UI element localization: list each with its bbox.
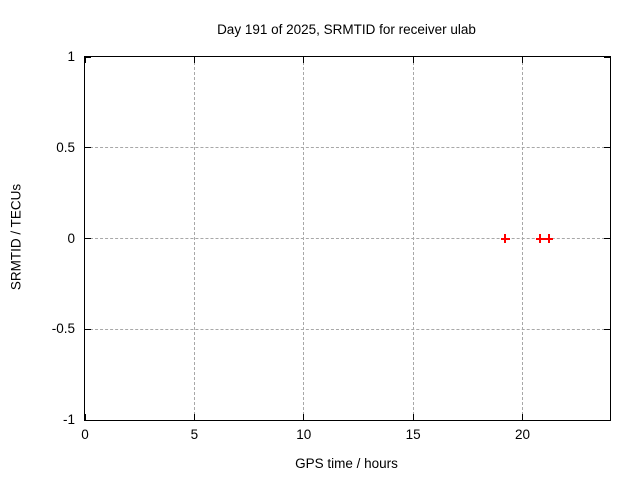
y-tick-label: 0 [67, 230, 75, 246]
y-tick-mark-left [85, 238, 91, 239]
y-tick-mark-right [604, 56, 610, 58]
x-tick-label: 20 [514, 427, 531, 442]
y-gridline [85, 328, 610, 330]
y-tick-mark-right [604, 328, 610, 330]
chart-title: Day 191 of 2025, SRMTID for receiver ula… [217, 22, 476, 37]
y-gridline [85, 147, 610, 149]
x-tick-mark-top [84, 57, 86, 63]
x-tick-mark-bottom [522, 414, 523, 420]
x-tick-mark-bottom [303, 414, 305, 420]
x-tick-mark-top [303, 57, 305, 63]
x-tick-label: 15 [405, 427, 421, 442]
y-tick-label: 0.5 [56, 139, 75, 155]
x-tick-mark-top [522, 57, 523, 63]
x-tick-label: 5 [190, 427, 199, 442]
y-tick-mark-left [85, 419, 91, 421]
y-tick-mark-right [604, 147, 610, 149]
plot-area: 0 5 10 15 20 -1 -0.5 0 0.5 1 [52, 49, 611, 442]
data-point-marker [535, 234, 545, 243]
data-point-marker [544, 234, 554, 243]
data-point-marker [500, 234, 510, 243]
y-tick-mark-left [85, 147, 91, 149]
y-tick-mark-right [604, 238, 610, 239]
x-tick-label: 0 [81, 427, 89, 442]
marker-vbar [547, 234, 550, 243]
x-tick-mark-top [412, 57, 414, 63]
x-tick-mark-top [193, 57, 195, 63]
x-tick-mark-bottom [84, 414, 86, 420]
y-tick-label: -0.5 [51, 321, 75, 337]
y-tick-label: -1 [62, 412, 75, 427]
y-gridline [85, 238, 610, 239]
x-axis-label: GPS time / hours [295, 456, 398, 471]
y-tick-mark-right [604, 419, 610, 421]
marker-vbar [539, 234, 541, 243]
x-tick-label: 10 [296, 427, 312, 442]
y-tick-mark-left [85, 56, 91, 58]
x-tick-mark-bottom [193, 414, 195, 420]
y-tick-label: 1 [67, 49, 75, 64]
marker-vbar [504, 234, 506, 243]
y-tick-mark-left [85, 328, 91, 330]
x-tick-mark-bottom [412, 414, 414, 420]
